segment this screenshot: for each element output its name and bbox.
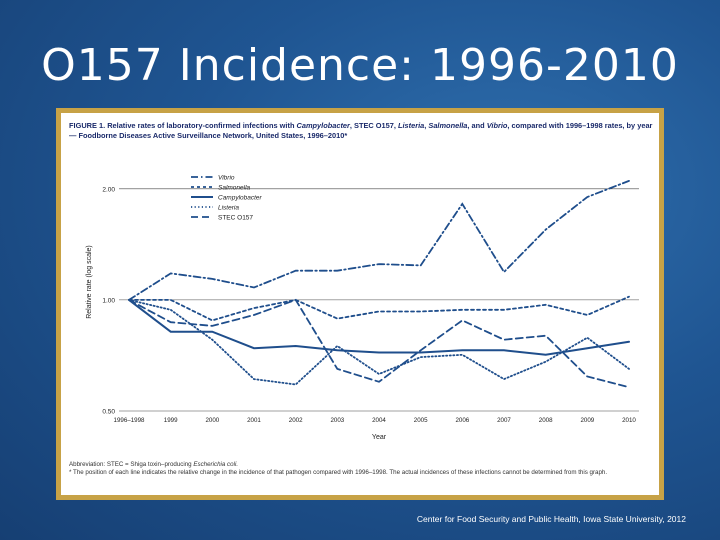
caption-text: FIGURE 1. Relative rates of laboratory-c…	[69, 121, 297, 130]
series-line-salmonella	[128, 295, 630, 322]
caption-text: , and	[467, 121, 487, 130]
caption-vibrio: Vibrio	[486, 121, 508, 130]
series-line-listeria	[128, 298, 630, 386]
x-axis-label: Year	[372, 434, 387, 441]
x-tick-label: 2002	[289, 417, 303, 424]
x-tick-label: 2008	[539, 417, 553, 424]
caption-campylobacter: Campylobacter	[296, 121, 350, 130]
footnote-text: * The position of each line indicates th…	[69, 468, 608, 476]
y-axis-label: Relative rate (log scale)	[86, 245, 93, 319]
legend-label: STEC O157	[218, 215, 253, 222]
x-tick-label: 2000	[205, 417, 219, 424]
slide-title: O157 Incidence: 1996-2010	[41, 40, 679, 91]
x-tick-label: 2001	[247, 417, 261, 424]
x-tick-label: 2004	[372, 417, 386, 424]
y-tick-label: 0.50	[102, 409, 115, 416]
caption-text: , STEC O157,	[349, 121, 398, 130]
caption-text: ,	[424, 121, 429, 130]
legend-label: Campylobacter	[218, 195, 263, 202]
x-tick-label: 2005	[414, 417, 428, 424]
abbreviation-note: Abbreviation: STEC = Shiga toxin–produci…	[69, 461, 239, 468]
slide-credit: Center for Food Security and Public Heal…	[416, 514, 686, 524]
caption-salmonella: Salmonella	[428, 121, 468, 130]
y-tick-label: 1.00	[102, 297, 115, 304]
series-line-stec-o157	[128, 298, 630, 389]
figure-panel: FIGURE 1. Relative rates of laboratory-c…	[61, 113, 659, 495]
legend-label: Salmonella	[218, 185, 251, 192]
series-line-vibrio	[128, 180, 630, 301]
legend-label: Listeria	[218, 205, 239, 212]
x-tick-label: 2007	[497, 417, 511, 424]
x-tick-label: 1999	[164, 417, 178, 424]
figure-caption: FIGURE 1. Relative rates of laboratory-c…	[69, 121, 655, 141]
y-tick-label: 2.00	[102, 186, 115, 193]
legend-label: Vibrio	[218, 175, 235, 182]
figure-footnote: Abbreviation: STEC = Shiga toxin–produci…	[69, 461, 655, 476]
caption-listeria: Listeria	[397, 121, 425, 130]
x-tick-label: 2006	[455, 417, 469, 424]
x-tick-label: 2003	[330, 417, 344, 424]
x-tick-label: 1996–1998	[114, 417, 146, 424]
figure-frame: FIGURE 1. Relative rates of laboratory-c…	[56, 108, 664, 500]
x-tick-label: 2010	[622, 417, 636, 424]
series-line-campylobacter	[128, 298, 630, 356]
line-chart: 0.50 1.00 2.00 1996–1998 1999 2000 2001 2002 200…	[86, 175, 639, 441]
caption-text: , compared with 1996–1998 rates, by year…	[69, 121, 653, 140]
x-tick-label: 2009	[580, 417, 594, 424]
